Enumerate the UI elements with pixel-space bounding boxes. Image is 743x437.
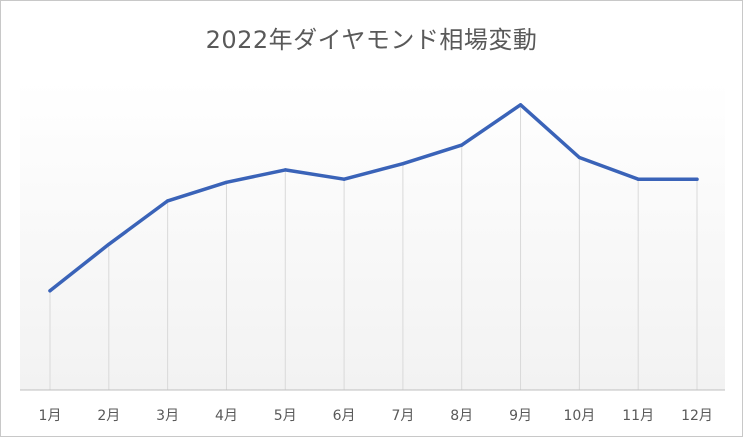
x-tick-label: 5月 bbox=[274, 408, 297, 424]
x-tick-label: 8月 bbox=[450, 408, 473, 424]
series-line bbox=[48, 103, 699, 293]
plot-area bbox=[20, 80, 725, 390]
x-tick-label: 7月 bbox=[391, 408, 414, 424]
data-point bbox=[107, 242, 111, 246]
data-point bbox=[283, 168, 287, 172]
data-point bbox=[224, 180, 229, 184]
data-point bbox=[342, 177, 346, 181]
data-point bbox=[48, 289, 52, 293]
data-point bbox=[401, 162, 405, 166]
data-point bbox=[460, 143, 464, 147]
x-tick-label: 2月 bbox=[97, 408, 120, 424]
chart-title: 2022年ダイヤモンド相場変動 bbox=[205, 26, 538, 54]
x-tick-label: 4月 bbox=[215, 408, 238, 424]
x-tick-label: 1月 bbox=[39, 408, 62, 424]
data-point bbox=[518, 103, 523, 107]
data-point bbox=[577, 155, 581, 160]
x-tick-label: 12月 bbox=[681, 408, 713, 424]
x-tick-label: 3月 bbox=[156, 408, 179, 424]
x-tick-label: 6月 bbox=[333, 408, 356, 424]
data-point bbox=[636, 177, 640, 181]
data-point bbox=[695, 177, 699, 181]
x-tick-label: 11月 bbox=[622, 408, 654, 424]
x-tick-label: 9月 bbox=[509, 408, 532, 424]
data-point bbox=[166, 199, 170, 203]
x-tick-label: 10月 bbox=[563, 408, 595, 424]
